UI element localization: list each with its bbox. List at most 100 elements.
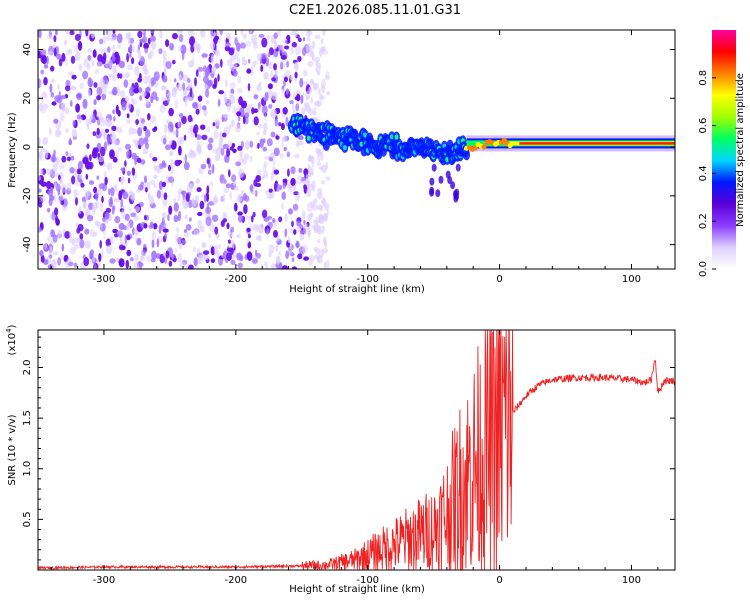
noise-speckle	[92, 201, 98, 210]
noise-speckle	[291, 102, 295, 113]
noise-speckle	[112, 65, 117, 74]
noise-speckle	[42, 137, 49, 146]
noise-speckle	[193, 257, 198, 267]
noise-speckle	[278, 216, 283, 223]
noise-speckle	[99, 239, 102, 249]
noise-speckle	[282, 38, 288, 45]
noise-speckle	[282, 135, 288, 143]
noise-speckle	[308, 154, 312, 162]
noise-speckle	[140, 159, 146, 165]
noise-speckle	[189, 217, 192, 222]
noise-speckle	[150, 115, 157, 124]
noise-speckle	[117, 147, 122, 152]
noise-speckle	[121, 101, 127, 111]
spectrogram-y-axis-title: Frequency (Hz)	[7, 112, 18, 188]
noise-speckle	[305, 173, 309, 183]
signal-blob	[455, 163, 461, 172]
noise-speckle	[263, 161, 268, 167]
noise-speckle	[131, 167, 136, 176]
noise-speckle	[191, 57, 195, 66]
noise-speckle	[296, 175, 303, 185]
noise-speckle	[249, 30, 253, 34]
noise-speckle	[307, 202, 313, 213]
noise-speckle	[38, 227, 42, 233]
noise-speckle	[54, 128, 61, 138]
noise-speckle	[288, 243, 294, 250]
noise-speckle	[121, 245, 126, 250]
noise-speckle	[54, 182, 57, 189]
noise-speckle	[73, 262, 78, 268]
noise-speckle	[315, 60, 319, 68]
noise-speckle	[120, 199, 124, 208]
noise-speckle	[240, 30, 244, 36]
noise-speckle	[97, 54, 103, 63]
noise-speckle	[138, 52, 142, 61]
snr-y-ticks: 0.5 1.0 1.5 2.0	[22, 336, 675, 561]
noise-speckle	[284, 45, 290, 50]
noise-speckle	[291, 257, 295, 263]
noise-speckle	[316, 155, 321, 163]
noise-speckle	[126, 113, 130, 119]
noise-speckle	[234, 37, 238, 46]
noise-speckle	[127, 177, 131, 184]
signal-core	[359, 141, 364, 147]
noise-speckle	[179, 112, 184, 118]
noise-speckle	[76, 168, 82, 175]
noise-speckle	[178, 145, 182, 156]
noise-speckle	[246, 68, 252, 74]
signal-blob	[445, 170, 451, 179]
noise-speckle	[265, 170, 268, 179]
snr-x-axis-title: Height of straight line (km)	[289, 584, 425, 595]
noise-speckle	[206, 157, 210, 165]
noise-speckle	[189, 148, 193, 156]
noise-speckle	[163, 192, 168, 200]
noise-speckle	[145, 187, 148, 193]
noise-speckle	[114, 215, 121, 224]
noise-speckle	[172, 59, 176, 65]
noise-speckle	[84, 209, 89, 217]
noise-speckle	[308, 212, 314, 218]
noise-speckle	[151, 91, 158, 100]
noise-speckle	[192, 246, 196, 253]
noise-speckle	[226, 102, 232, 112]
noise-speckle	[197, 211, 203, 217]
noise-speckle	[304, 103, 310, 112]
noise-speckle	[97, 118, 101, 126]
noise-speckle	[115, 257, 121, 262]
noise-speckle	[303, 256, 309, 261]
noise-speckle	[38, 150, 44, 160]
noise-speckle	[320, 38, 324, 45]
noise-speckle	[51, 101, 57, 106]
noise-speckle	[101, 85, 107, 95]
noise-speckle	[124, 96, 130, 102]
noise-speckle	[189, 183, 195, 188]
noise-speckle	[109, 235, 115, 245]
noise-speckle	[267, 83, 273, 90]
x-tick-label: 0	[496, 575, 502, 586]
noise-speckle	[61, 52, 66, 62]
noise-speckle	[124, 213, 130, 221]
noise-speckle	[222, 143, 229, 150]
noise-speckle	[275, 255, 281, 265]
noise-speckle	[73, 244, 80, 249]
noise-speckle	[297, 141, 304, 146]
noise-speckle	[83, 257, 90, 267]
noise-speckle	[70, 100, 73, 107]
noise-speckle	[74, 33, 81, 42]
noise-speckle	[79, 233, 84, 240]
noise-speckle	[109, 149, 115, 160]
noise-speckle	[223, 126, 231, 135]
noise-speckle	[214, 49, 220, 57]
noise-speckle	[259, 138, 264, 148]
noise-speckle	[174, 247, 178, 253]
signal-blob	[429, 177, 435, 186]
noise-speckle	[71, 128, 77, 138]
noise-speckle	[264, 91, 269, 102]
noise-speckle	[285, 116, 289, 127]
noise-speckle	[187, 83, 191, 92]
noise-speckle	[112, 44, 115, 50]
noise-speckle	[165, 39, 170, 47]
noise-speckle	[235, 161, 242, 167]
noise-speckle	[93, 99, 97, 106]
noise-speckle	[49, 128, 52, 136]
